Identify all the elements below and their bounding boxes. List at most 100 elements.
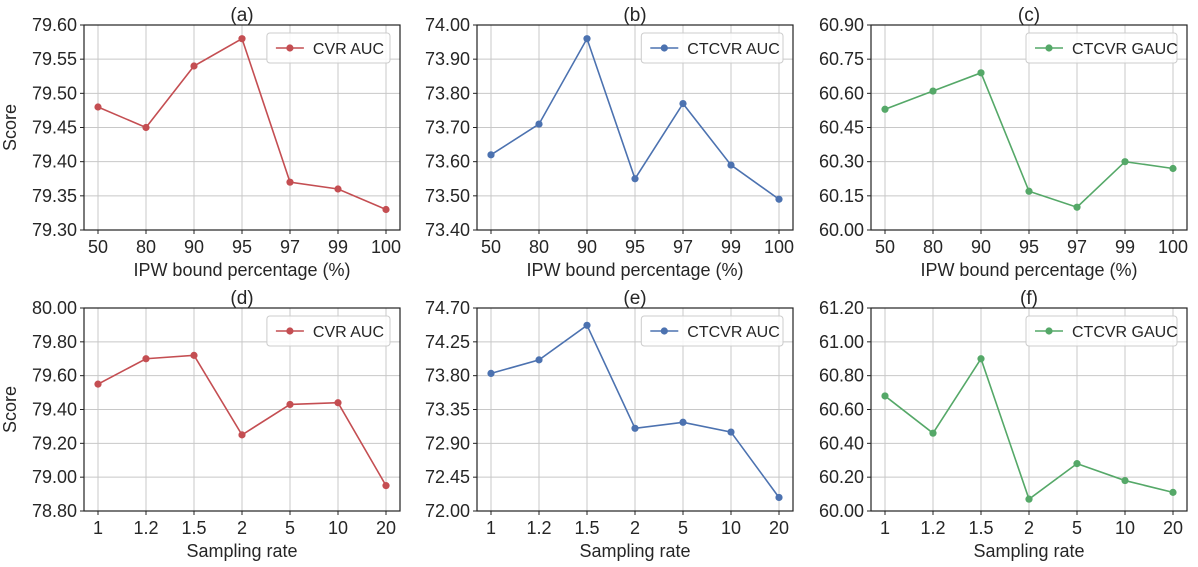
data-point	[190, 62, 198, 70]
x-tick-label: 5	[1072, 518, 1082, 538]
y-tick-label: 74.00	[425, 15, 470, 35]
legend-marker	[1045, 327, 1053, 335]
data-point	[775, 195, 783, 203]
y-tick-label: 79.60	[32, 366, 77, 386]
data-point	[142, 355, 150, 363]
data-point	[583, 35, 591, 43]
chart-panel: 72.00 72.45 72.90 73.35 73.80 74.25 74.70 1 1.2 1…	[425, 288, 794, 561]
legend-label: CVR AUC	[313, 324, 384, 341]
data-point	[775, 493, 783, 502]
data-point	[1121, 476, 1129, 485]
y-tick-label: 61.00	[819, 332, 864, 352]
y-tick-label: 73.60	[425, 152, 470, 172]
x-tick-label: 97	[280, 237, 300, 257]
x-tick-label: 97	[673, 237, 693, 257]
data-point	[727, 428, 735, 436]
x-tick-label: 50	[875, 237, 895, 257]
data-point	[238, 431, 246, 439]
y-tick-label: 60.60	[819, 83, 864, 103]
data-point	[1073, 203, 1081, 211]
x-tick-label: 1.5	[968, 518, 993, 538]
y-tick-label: 73.80	[425, 83, 470, 103]
plot-frame	[83, 307, 401, 512]
chart-panel: 60.00 60.15 60.30 60.45 60.60 60.75 60.90 50 80 9…	[819, 5, 1188, 280]
x-axis-label: Sampling rate	[579, 541, 690, 561]
y-tick-label: 79.40	[32, 152, 77, 172]
data-point	[286, 400, 294, 409]
legend-box	[266, 32, 391, 64]
plot-frame	[870, 307, 1188, 512]
data-point	[1025, 495, 1033, 503]
data-point	[1073, 460, 1081, 468]
y-tick-label: 73.70	[425, 118, 470, 138]
data-point	[535, 356, 543, 364]
legend-box	[1025, 32, 1178, 64]
x-axis-label: IPW bound percentage (%)	[133, 260, 350, 280]
legend-box	[640, 315, 784, 347]
data-point	[1121, 158, 1129, 166]
data-point	[334, 185, 342, 193]
chart-panel: 79.30 79.35 79.40 79.45 79.50 79.55 79.60 50 80 9…	[0, 5, 401, 280]
x-tick-label: 2	[237, 518, 247, 538]
y-tick-label: 60.80	[819, 366, 864, 386]
x-tick-label: 99	[1115, 237, 1135, 257]
legend-label: CTCVR GAUC	[1072, 41, 1178, 58]
data-point	[487, 369, 495, 378]
legend-box	[1025, 315, 1178, 347]
y-tick-label: 79.40	[32, 400, 77, 420]
x-tick-label: 90	[184, 237, 204, 257]
y-axis-label: Score	[0, 104, 20, 151]
legend-label: CTCVR GAUC	[1072, 324, 1178, 341]
chart-title: (e)	[623, 288, 646, 309]
y-tick-label: 74.25	[425, 332, 470, 352]
y-tick-label: 79.45	[32, 118, 77, 138]
x-tick-label: 2	[630, 518, 640, 538]
x-tick-label: 95	[625, 237, 645, 257]
legend-marker	[660, 327, 668, 335]
x-tick-label: 100	[1158, 237, 1188, 257]
legend-label: CVR AUC	[313, 41, 384, 58]
data-point	[583, 321, 591, 329]
y-tick-label: 80.00	[32, 298, 77, 318]
x-tick-label: 2	[1024, 518, 1034, 538]
x-tick-label: 20	[376, 518, 396, 538]
y-tick-label: 79.50	[32, 83, 77, 103]
legend-marker	[660, 44, 668, 52]
x-tick-label: 90	[577, 237, 597, 257]
y-tick-label: 60.20	[819, 467, 864, 487]
y-tick-label: 72.45	[425, 467, 470, 487]
data-point	[487, 151, 495, 159]
y-axis-label: Score	[0, 386, 20, 433]
x-axis-label: Sampling rate	[973, 541, 1084, 561]
data-point	[382, 482, 390, 490]
y-tick-label: 60.40	[819, 433, 864, 453]
legend-marker	[286, 327, 294, 335]
legend-marker	[286, 44, 294, 52]
x-tick-label: 10	[721, 518, 741, 538]
x-tick-label: 100	[764, 237, 794, 257]
x-tick-label: 1.2	[133, 518, 158, 538]
chart-panel: 78.80 79.00 79.20 79.40 79.60 79.80 80.00 1 1.2 1…	[0, 288, 401, 561]
legend-box	[266, 315, 391, 347]
plot-frame	[870, 24, 1188, 231]
x-tick-label: 1	[486, 518, 496, 538]
x-tick-label: 20	[1163, 518, 1183, 538]
chart-title: (c)	[1018, 5, 1040, 26]
data-point	[679, 418, 687, 426]
data-point	[929, 87, 937, 95]
data-point	[977, 69, 985, 77]
data-point	[977, 355, 985, 363]
y-tick-label: 73.35	[425, 400, 470, 420]
x-tick-label: 10	[1115, 518, 1135, 538]
data-point	[94, 380, 102, 388]
x-tick-label: 80	[136, 237, 156, 257]
data-point	[679, 99, 687, 108]
data-point	[929, 429, 937, 437]
data-point	[727, 161, 735, 169]
chart-title: (f)	[1020, 288, 1038, 309]
x-tick-label: 97	[1067, 237, 1087, 257]
legend-label: CTCVR AUC	[687, 324, 779, 341]
legend-marker	[1045, 44, 1053, 52]
data-point	[190, 351, 198, 359]
